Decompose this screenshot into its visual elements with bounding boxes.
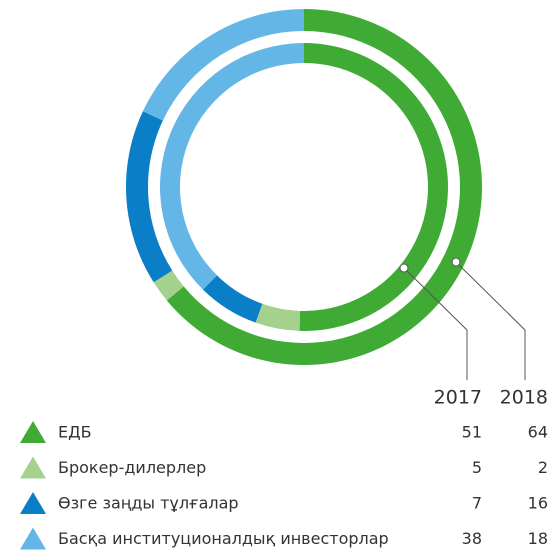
value-label: 64	[528, 423, 548, 442]
legend: 2017 2018 ЕДБ 51 64 Брокер-дилерлер 5 2 Өзге заң…	[20, 387, 548, 550]
donut-segment	[153, 270, 184, 301]
donut-segment	[160, 43, 304, 290]
legend-icon	[20, 492, 46, 514]
callout-line	[403, 267, 468, 380]
value-label: 18	[528, 529, 548, 548]
donut-segment	[202, 275, 263, 323]
donut-segment	[166, 9, 483, 365]
column-header: 2017	[434, 387, 482, 409]
legend-icon	[20, 421, 46, 443]
donut-segment	[255, 303, 301, 331]
legend-label: Басқа институционалдық инвесторлар	[58, 529, 389, 548]
value-label: 51	[462, 423, 482, 442]
value-label: 7	[472, 494, 482, 513]
legend-label: Өзге заңды тұлғалар	[58, 494, 239, 513]
value-label: 5	[472, 458, 482, 477]
value-label: 38	[462, 529, 482, 548]
column-header: 2018	[500, 387, 548, 409]
value-label: 2	[538, 458, 548, 477]
legend-icon	[20, 456, 46, 479]
callout-dot	[399, 263, 409, 273]
callout-line	[455, 261, 526, 380]
legend-label: Брокер-дилерлер	[58, 458, 206, 477]
donut-segment	[126, 111, 173, 283]
value-label: 16	[528, 494, 548, 513]
legend-label: ЕДБ	[58, 423, 92, 442]
callout-dot	[451, 257, 461, 267]
donut-segment	[299, 43, 448, 331]
callouts	[399, 257, 526, 380]
donut-segment	[142, 9, 304, 121]
legend-icon	[20, 527, 46, 550]
